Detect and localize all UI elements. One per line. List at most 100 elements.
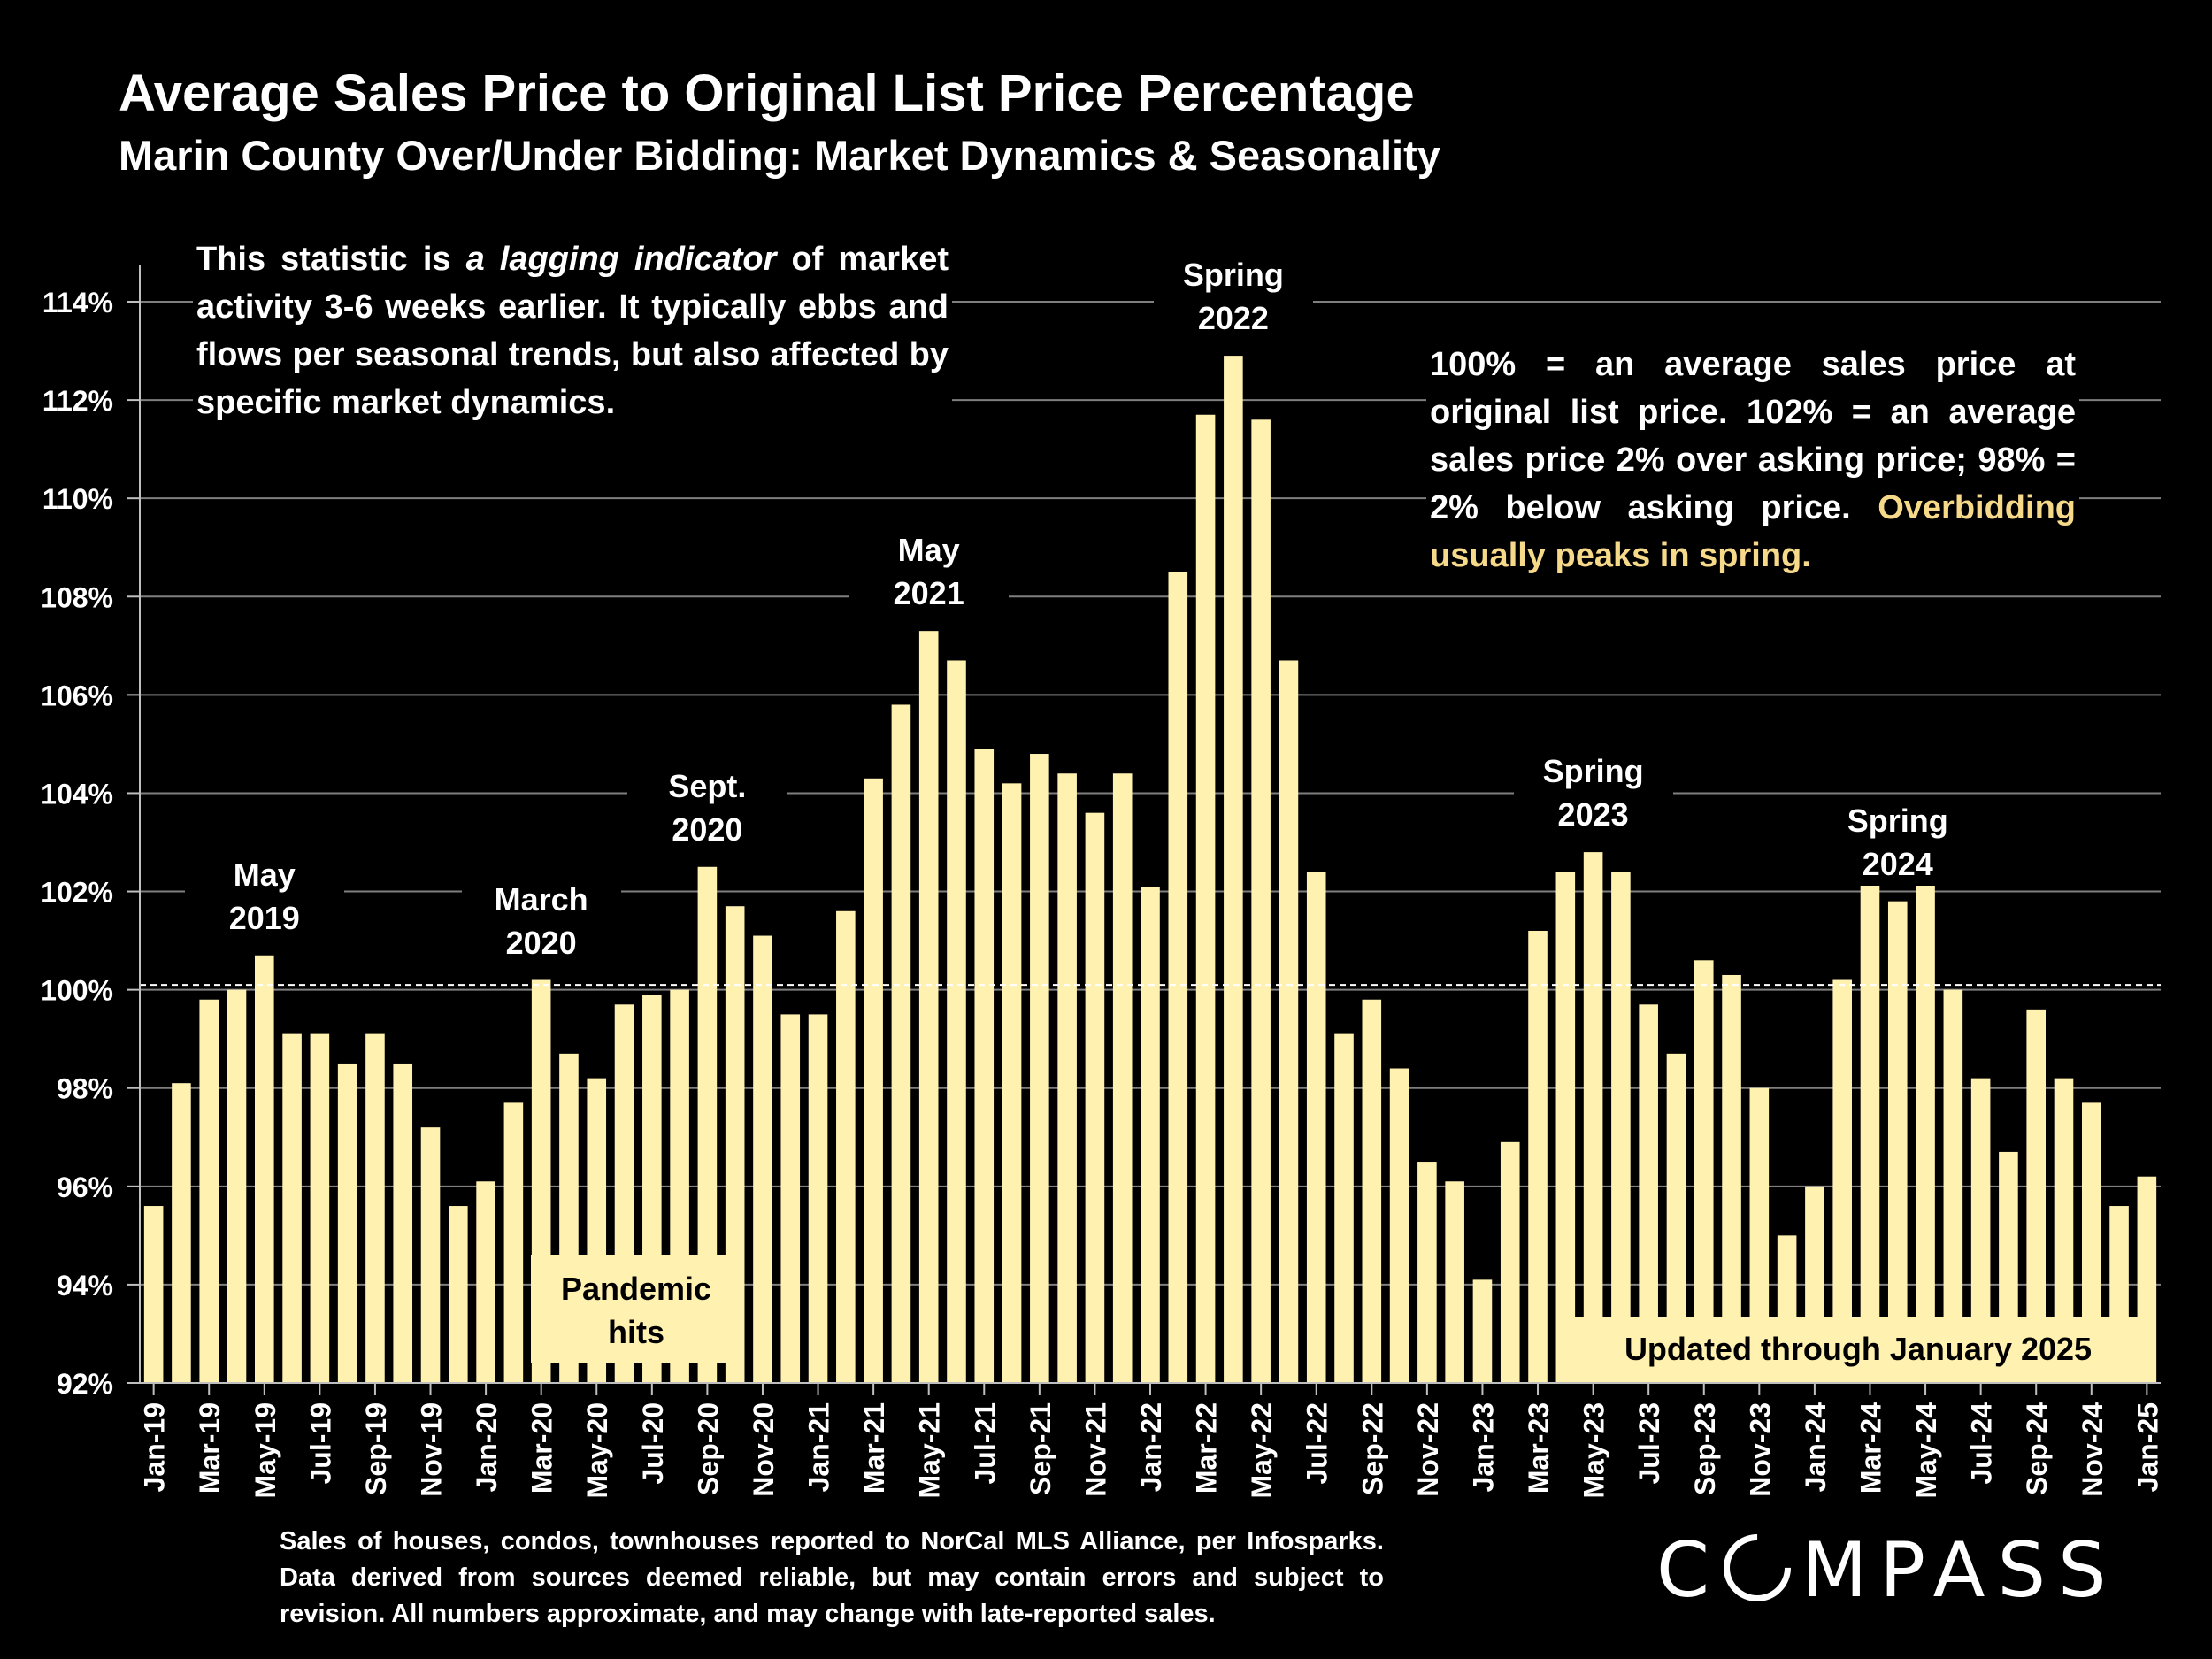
bar-Jun-23 — [1611, 872, 1631, 1383]
bar-Oct-23 — [1722, 974, 1741, 1383]
x-tick-label: Jan-23 — [1467, 1402, 1499, 1492]
bar-Oct-21 — [1057, 773, 1077, 1383]
bar-Jan-21 — [808, 1014, 828, 1383]
bar-Sep-22 — [1362, 999, 1382, 1383]
callout-spring-2023: Spring 2023 — [1513, 749, 1673, 837]
x-tick-label: Nov-20 — [748, 1402, 780, 1497]
callout-line: Spring — [1182, 257, 1284, 294]
bar-Feb-22 — [1168, 572, 1188, 1383]
x-tick-label: Mar-20 — [526, 1402, 558, 1494]
callout-line: May — [897, 532, 960, 569]
bar-Jul-21 — [974, 749, 995, 1383]
y-tick-label: 106% — [41, 680, 113, 711]
bar-Nov-21 — [1085, 812, 1105, 1383]
note-left-italic: a lagging indicator — [465, 241, 777, 278]
callout-spring-2024: Spring 2024 — [1817, 798, 1978, 886]
bar-Feb-19 — [172, 1083, 191, 1383]
bar-Oct-19 — [393, 1063, 413, 1383]
bar-Dec-20 — [780, 1014, 801, 1383]
x-tick-label: Sep-24 — [2021, 1402, 2053, 1495]
note-right-highlight: Overbidding usually peaks in spring. — [1430, 489, 2076, 574]
bar-Apr-19 — [227, 989, 247, 1383]
bar-Mar-24 — [1860, 866, 1880, 1383]
x-tick-label: Sep-20 — [692, 1402, 724, 1495]
callout-line: 2023 — [1557, 796, 1629, 833]
pandemic-hits-label: Pandemic hits — [531, 1255, 741, 1363]
bar-Jan-20 — [476, 1181, 495, 1383]
bar-Oct-24 — [2054, 1078, 2074, 1383]
callout-line: 2024 — [1862, 845, 1933, 882]
x-tick-label: May-21 — [914, 1402, 946, 1499]
callout-line: Sept. — [668, 767, 747, 804]
x-tick-label: May-19 — [250, 1402, 281, 1499]
bar-May-21 — [918, 631, 939, 1383]
bar-Jun-21 — [947, 660, 966, 1383]
bar-May-22 — [1251, 419, 1271, 1383]
bar-May-23 — [1583, 852, 1603, 1383]
percentage-explanation-note: 100% = an average sales price at origina… — [1426, 341, 2079, 580]
bar-Feb-21 — [836, 910, 856, 1383]
callout-may-2021: May 2021 — [849, 528, 1009, 616]
x-tick-label: Sep-19 — [360, 1402, 392, 1495]
bar-Mar-23 — [1528, 930, 1548, 1383]
x-tick-label: Jul-22 — [1302, 1402, 1333, 1484]
bar-Oct-22 — [1389, 1068, 1409, 1383]
x-tick-label: Nov-19 — [416, 1402, 448, 1497]
y-tick-label: 110% — [42, 483, 113, 515]
x-tick-label: Jan-24 — [1800, 1402, 1832, 1493]
bar-Feb-24 — [1832, 979, 1852, 1383]
bar-Nov-24 — [2081, 1102, 2101, 1383]
bar-Jan-22 — [1141, 886, 1160, 1383]
y-tick-label: 100% — [41, 975, 113, 1007]
x-tick-label: Jul-19 — [304, 1402, 336, 1484]
callout-may-2019: May 2019 — [184, 852, 344, 940]
lagging-indicator-note: This statistic is a lagging indicator of… — [193, 235, 952, 426]
x-tick-label: Sep-21 — [1025, 1402, 1056, 1495]
y-tick-label: 102% — [41, 877, 113, 909]
bar-Nov-20 — [753, 935, 772, 1383]
bar-Sep-21 — [1030, 754, 1049, 1383]
bar-Apr-23 — [1555, 872, 1576, 1383]
bar-Aug-22 — [1334, 1033, 1354, 1383]
bar-Sep-24 — [2026, 1009, 2046, 1383]
x-tick-label: Jan-25 — [2131, 1402, 2163, 1492]
y-tick-label: 114% — [42, 287, 113, 319]
callout-line: Spring — [1542, 753, 1644, 790]
callout-line: Spring — [1847, 802, 1948, 839]
bar-Aug-23 — [1666, 1053, 1686, 1383]
callout-march-2020: March 2020 — [461, 877, 621, 964]
chart-title: Average Sales Price to Original List Pri… — [119, 65, 1415, 122]
x-tick-label: Jan-20 — [471, 1402, 503, 1492]
x-tick-label: Jan-22 — [1135, 1402, 1167, 1492]
bar-Feb-23 — [1500, 1141, 1520, 1383]
x-tick-label: Nov-21 — [1079, 1402, 1111, 1497]
callout-line: 2020 — [672, 810, 743, 848]
x-tick-label: Mar-24 — [1855, 1402, 1886, 1494]
y-tick-label: 92% — [57, 1368, 113, 1400]
bar-Apr-24 — [1887, 901, 1908, 1383]
bar-Aug-19 — [337, 1063, 357, 1383]
bar-Sep-20 — [697, 866, 718, 1383]
x-tick-label: Jul-21 — [969, 1402, 1001, 1484]
bar-Mar-21 — [864, 778, 883, 1383]
bar-Aug-21 — [1002, 783, 1022, 1383]
y-tick-label: 108% — [41, 581, 113, 613]
bar-Dec-19 — [449, 1206, 468, 1383]
callout-line: March — [494, 880, 588, 918]
note-left-prefix: This statistic is — [196, 241, 466, 278]
callout-line: 2021 — [893, 575, 964, 612]
y-tick-label: 96% — [57, 1171, 113, 1203]
bar-Feb-20 — [503, 1102, 524, 1383]
note-left-suffix: of market activity 3-6 weeks earlier. It… — [196, 241, 949, 421]
callout-line: 2019 — [228, 899, 300, 936]
bar-Jul-23 — [1639, 1004, 1658, 1383]
x-tick-label: Jan-19 — [139, 1402, 171, 1492]
x-tick-label: Mar-21 — [858, 1402, 890, 1494]
bar-Apr-21 — [891, 704, 911, 1383]
bar-Jan-19 — [143, 1206, 164, 1383]
x-tick-label: Nov-22 — [1412, 1402, 1444, 1497]
x-tick-label: May-24 — [1910, 1402, 1942, 1499]
source-footnote: Sales of houses, condos, townhouses repo… — [280, 1527, 1384, 1628]
compass-logo-o-icon — [1709, 1520, 1805, 1616]
x-tick-label: Jul-20 — [637, 1402, 669, 1484]
